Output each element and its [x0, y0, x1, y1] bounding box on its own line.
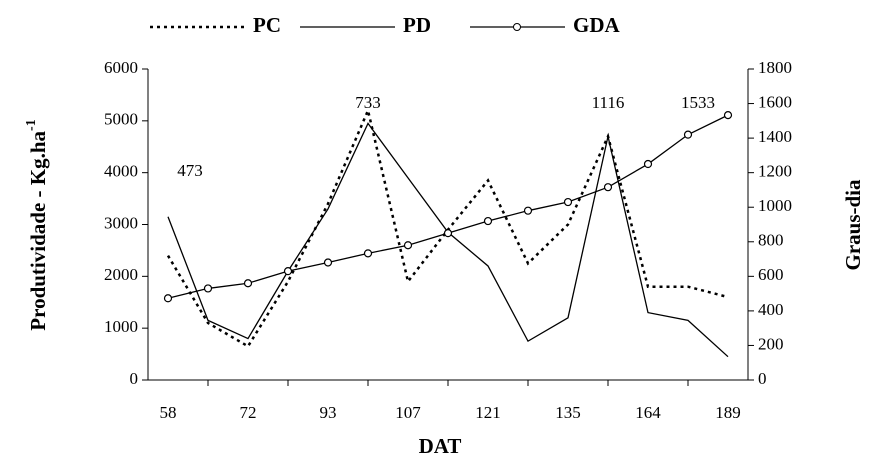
- y2-axis-label: Graus-dia: [841, 179, 865, 271]
- point: [523, 206, 533, 215]
- x-tick-label: 121: [475, 403, 501, 422]
- point: [243, 279, 253, 288]
- point: [443, 229, 453, 238]
- y2-tick-label: 400: [758, 300, 784, 319]
- value-label: 733: [355, 93, 381, 112]
- point: [643, 159, 653, 169]
- y2-tick-label: 200: [758, 334, 784, 353]
- value-label: 1533: [681, 93, 715, 112]
- y2-tick-label: 1600: [758, 92, 792, 111]
- y-tick-label: 6000: [104, 58, 138, 77]
- legend-label: PD: [403, 13, 431, 37]
- series-line: [166, 106, 729, 349]
- y-tick-label: 0: [130, 369, 139, 388]
- y2-tick-label: 1000: [758, 196, 792, 215]
- x-tick-label: 189: [715, 403, 741, 422]
- point: [403, 241, 413, 250]
- y-tick-label: 5000: [104, 110, 138, 129]
- point: [163, 294, 173, 303]
- y-tick-label: 4000: [104, 162, 138, 181]
- y2-tick-label: 1400: [758, 127, 792, 146]
- y-tick-label: 1000: [104, 317, 138, 336]
- y2-tick-label: 800: [758, 231, 784, 250]
- point: [323, 258, 333, 267]
- legend-label: PC: [253, 13, 281, 37]
- point: [563, 197, 573, 207]
- point: [363, 249, 373, 258]
- x-tick-label: 164: [635, 403, 661, 422]
- x-tick-label: 58: [160, 403, 177, 422]
- y2-tick-label: 0: [758, 369, 767, 388]
- x-tick-label: 72: [240, 403, 257, 422]
- y-tick-label: 3000: [104, 213, 138, 232]
- y2-tick-label: 1200: [758, 162, 792, 181]
- series-line: [167, 122, 729, 358]
- x-tick-label: 107: [395, 403, 421, 422]
- x-axis-label: DAT: [419, 434, 462, 458]
- point: [683, 130, 693, 139]
- point: [283, 267, 293, 276]
- y-axis-label-text: Produtividade - Kg.ha: [26, 130, 50, 330]
- point: [203, 284, 213, 293]
- legend-marker: [513, 23, 521, 31]
- x-tick-label: 135: [555, 403, 581, 422]
- point: [723, 111, 733, 120]
- value-label: 1116: [592, 93, 625, 112]
- y-tick-label: 2000: [104, 265, 138, 284]
- x-tick-label: 93: [320, 403, 337, 422]
- value-label: 473: [177, 161, 203, 180]
- legend-label: GDA: [573, 13, 621, 37]
- y-axis-label: Produtividade - Kg.ha-1: [24, 119, 50, 330]
- y2-tick-label: 600: [758, 265, 784, 284]
- y2-tick-label: 1800: [758, 58, 792, 77]
- y-axis-label-sup: -1: [24, 119, 39, 131]
- point: [603, 183, 613, 192]
- point: [483, 216, 493, 226]
